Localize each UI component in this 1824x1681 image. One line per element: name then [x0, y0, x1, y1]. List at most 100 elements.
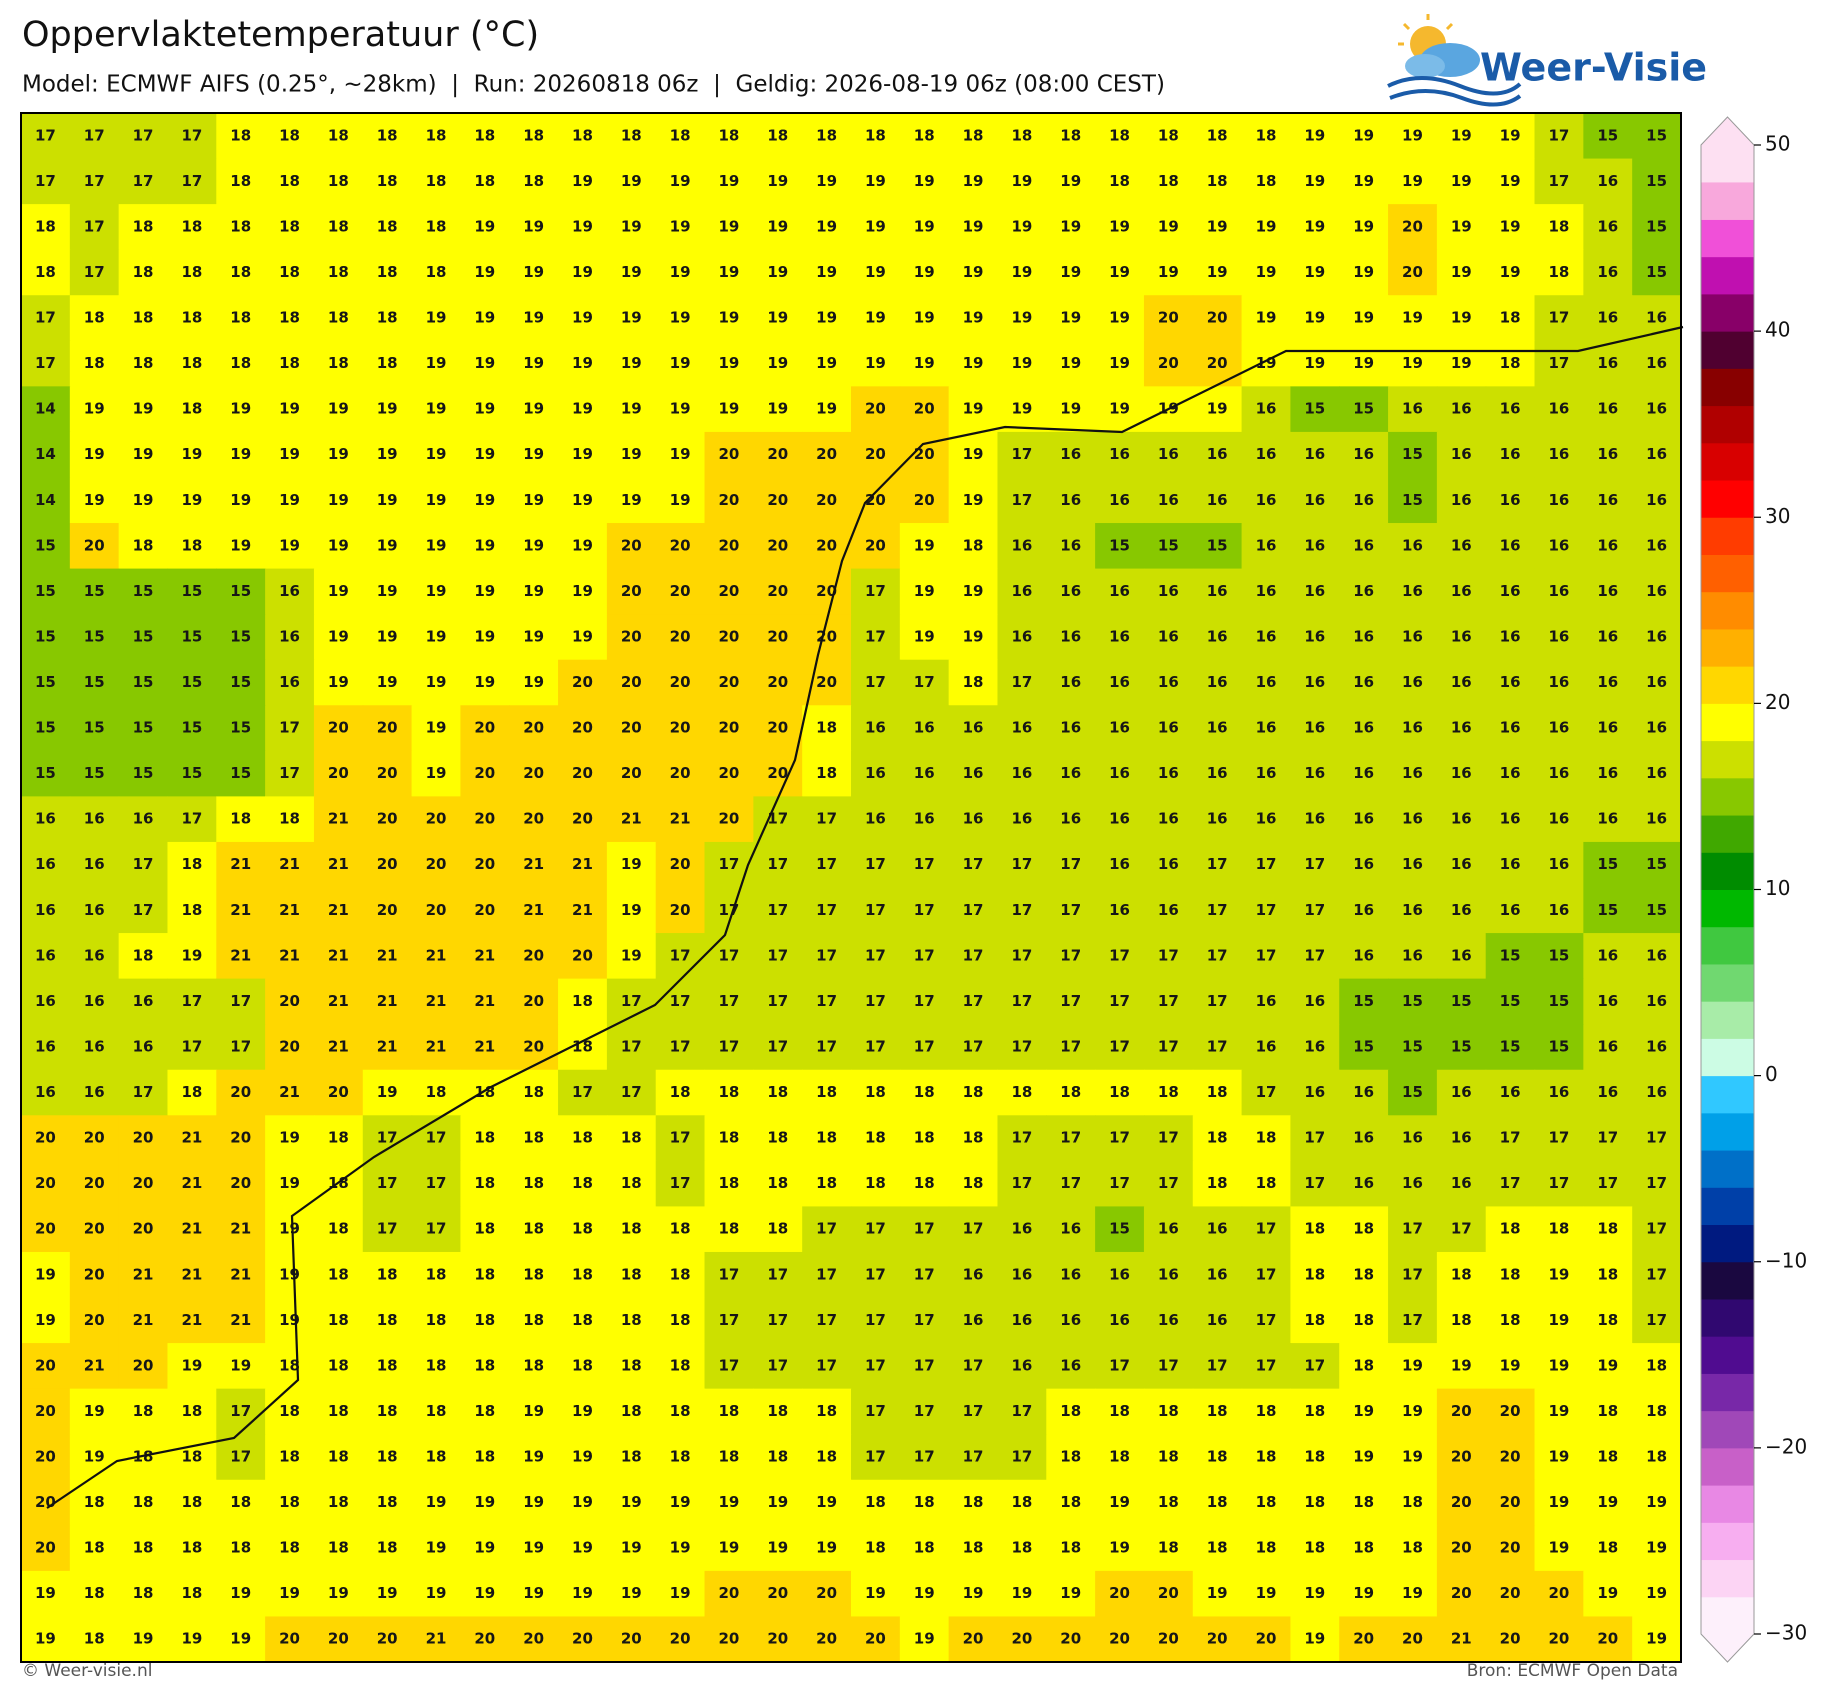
temperature-cell [948, 1616, 999, 1663]
temperature-label: 18 [670, 1447, 691, 1465]
temperature-cell [1339, 614, 1389, 661]
temperature-cell [1192, 1251, 1243, 1299]
temperature-label: 20 [621, 536, 642, 554]
temperature-cell [753, 978, 803, 1025]
temperature-cell [265, 204, 315, 251]
temperature-cell [313, 113, 364, 160]
temperature-label: 18 [279, 309, 300, 327]
temperature-label: 16 [1451, 445, 1472, 463]
temperature-label: 18 [328, 1402, 349, 1420]
temperature-label: 19 [572, 491, 593, 509]
temperature-label: 17 [1646, 1311, 1667, 1329]
temperature-cell [802, 1388, 852, 1435]
temperature-cell [1632, 659, 1682, 706]
temperature-cell [1485, 386, 1536, 433]
temperature-cell [606, 796, 657, 843]
temperature-cell [362, 431, 413, 479]
temperature-label: 17 [1011, 1174, 1032, 1192]
temperature-cell [802, 1069, 852, 1116]
temperature-label: 16 [133, 810, 154, 828]
temperature-label: 17 [1011, 1402, 1032, 1420]
temperature-label: 16 [1158, 445, 1179, 463]
temperature-label: 19 [719, 354, 740, 372]
temperature-label: 18 [474, 172, 495, 190]
temperature-cell [509, 1206, 559, 1253]
temperature-cell [1339, 523, 1389, 570]
temperature-label: 20 [719, 764, 740, 782]
temperature-label: 17 [1256, 1220, 1277, 1238]
temperature-cell [899, 1343, 950, 1390]
temperature-label: 18 [279, 172, 300, 190]
temperature-cell [362, 386, 413, 433]
temperature-label: 19 [572, 1584, 593, 1602]
temperature-label: 19 [572, 354, 593, 372]
temperature-label: 18 [719, 126, 740, 144]
temperature-cell [997, 1434, 1047, 1481]
temperature-label: 19 [1451, 217, 1472, 235]
temperature-cell [1583, 1343, 1633, 1390]
map-frame [20, 112, 1682, 1663]
temperature-cell [1241, 1479, 1292, 1526]
temperature-label: 18 [1011, 126, 1032, 144]
temperature-cell [899, 614, 950, 661]
temperature-cell [1046, 1115, 1096, 1162]
temperature-label: 20 [328, 1630, 349, 1648]
temperature-cell [411, 978, 462, 1025]
temperature-label: 20 [670, 901, 691, 919]
temperature-cell [1485, 204, 1536, 251]
temperature-cell [460, 568, 510, 615]
temperature-label: 17 [84, 172, 105, 190]
temperature-label: 16 [1256, 1037, 1277, 1055]
temperature-cell [167, 113, 217, 160]
temperature-cell [167, 204, 217, 251]
temperature-cell [1388, 158, 1438, 205]
temperature-cell [948, 887, 999, 934]
temperature-label: 19 [1646, 1630, 1667, 1648]
temperature-cell [509, 705, 559, 752]
temperature-cell [802, 841, 852, 889]
temperature-cell [802, 386, 852, 433]
temperature-cell [265, 614, 315, 661]
temperature-cell [69, 1115, 120, 1162]
temperature-cell [265, 796, 315, 843]
temperature-cell [1534, 887, 1584, 934]
temperature-cell [1436, 1434, 1487, 1481]
temperature-label: 19 [963, 627, 984, 645]
temperature-cell [1241, 1206, 1292, 1253]
temperature-cell [1241, 523, 1292, 570]
temperature-label: 17 [963, 855, 984, 873]
temperature-label: 17 [865, 1220, 886, 1238]
temperature-label: 20 [35, 1539, 56, 1557]
temperature-cell [1046, 1616, 1096, 1663]
temperature-cell [21, 1479, 71, 1526]
temperature-label: 16 [865, 764, 886, 782]
temperature-label: 20 [1451, 1402, 1472, 1420]
temperature-label: 15 [1597, 855, 1618, 873]
temperature-cell [753, 386, 803, 433]
temperature-label: 17 [963, 1356, 984, 1374]
temperature-label: 18 [670, 1356, 691, 1374]
temperature-label: 16 [1256, 536, 1277, 554]
temperature-label: 15 [230, 673, 251, 691]
temperature-cell [1290, 1434, 1340, 1481]
temperature-label: 17 [1549, 1174, 1570, 1192]
temperature-label: 19 [767, 172, 788, 190]
temperature-cell [1583, 614, 1633, 661]
subtitle: Model: ECMWF AIFS (0.25°, ~28km) | Run: … [22, 72, 1165, 98]
temperature-cell [655, 1069, 706, 1116]
temperature-label: 20 [523, 1037, 544, 1055]
temperature-label: 18 [474, 1356, 495, 1374]
temperature-label: 16 [1109, 445, 1130, 463]
temperature-label: 19 [572, 1447, 593, 1465]
temperature-label: 21 [426, 1630, 447, 1648]
temperature-label: 17 [767, 1037, 788, 1055]
colorbar-segment [1701, 331, 1754, 369]
temperature-label: 20 [719, 491, 740, 509]
temperature-label: 19 [914, 627, 935, 645]
temperature-cell [1632, 1570, 1682, 1618]
temperature-cell [1583, 386, 1633, 433]
temperature-cell [313, 568, 364, 615]
temperature-label: 17 [1158, 992, 1179, 1010]
temperature-cell [362, 523, 413, 570]
temperature-cell [1143, 431, 1194, 479]
